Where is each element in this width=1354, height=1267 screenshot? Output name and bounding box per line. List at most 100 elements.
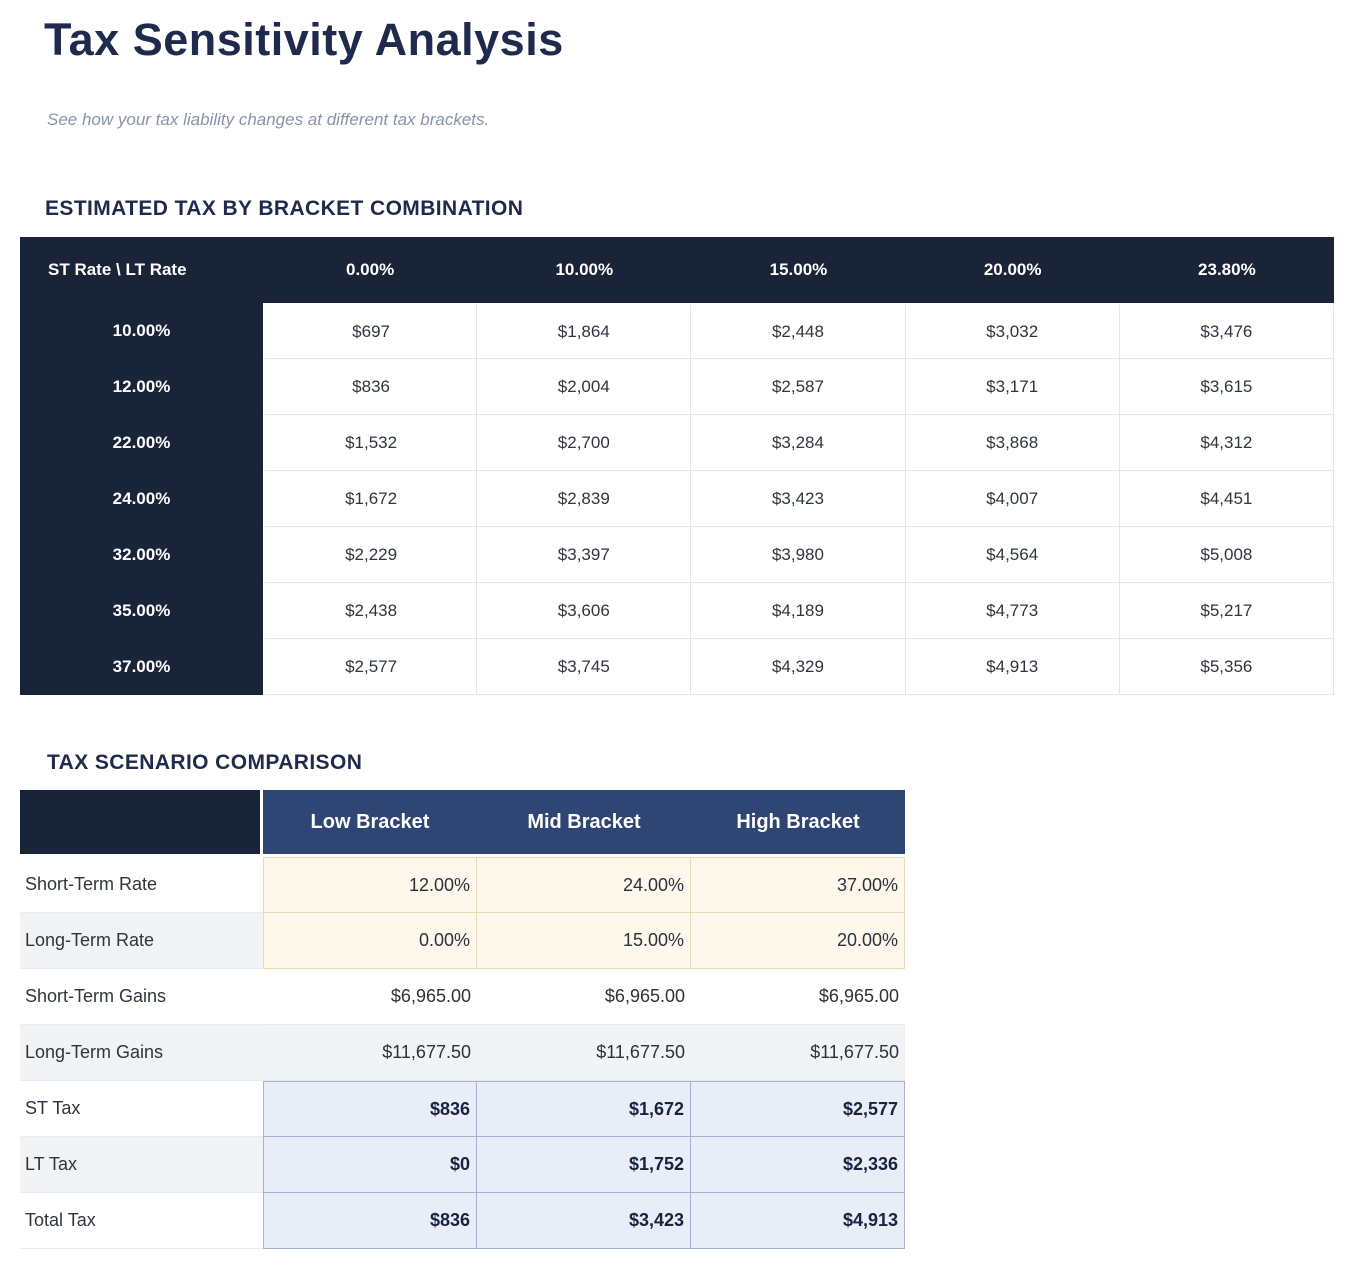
table-row: Long-Term Rate 0.00% 15.00% 20.00% (20, 913, 905, 969)
table-row: Short-Term Gains $6,965.00 $6,965.00 $6,… (20, 969, 905, 1025)
tax-estimate-cell: $3,615 (1119, 359, 1334, 415)
long-term-rate-input-cell[interactable]: 0.00% (263, 913, 477, 969)
tax-estimate-cell: $4,773 (905, 583, 1120, 639)
lt-tax-result-cell: $1,752 (477, 1137, 691, 1193)
matrix-corner-label: ST Rate \ LT Rate (20, 237, 263, 303)
tax-estimate-cell: $1,864 (477, 303, 692, 359)
tax-estimate-cell: $3,868 (905, 415, 1120, 471)
st-tax-result-cell: $1,672 (477, 1081, 691, 1137)
short-term-rate-input-cell[interactable]: 37.00% (691, 857, 905, 913)
tax-estimate-cell: $2,448 (691, 303, 906, 359)
table-row: 24.00% $1,672 $2,839 $3,423 $4,007 $4,45… (20, 471, 1334, 527)
row-label: LT Tax (20, 1137, 263, 1193)
tax-estimate-cell: $3,032 (905, 303, 1120, 359)
row-label: Total Tax (20, 1193, 263, 1249)
tax-estimate-cell: $3,745 (477, 639, 692, 695)
tax-estimate-cell: $4,312 (1119, 415, 1334, 471)
table-row: 32.00% $2,229 $3,397 $3,980 $4,564 $5,00… (20, 527, 1334, 583)
row-label: Short-Term Gains (20, 969, 263, 1025)
tax-estimate-cell: $4,007 (905, 471, 1120, 527)
short-term-gains-cell: $6,965.00 (263, 969, 477, 1025)
lt-rate-column-header: 10.00% (477, 237, 692, 303)
long-term-gains-cell: $11,677.50 (691, 1025, 905, 1081)
scenario-corner-cell (20, 790, 263, 857)
row-label: ST Tax (20, 1081, 263, 1137)
scenario-column-header-mid: Mid Bracket (477, 790, 691, 857)
row-label: Short-Term Rate (20, 857, 263, 913)
tax-estimate-cell: $4,451 (1119, 471, 1334, 527)
st-rate-row-header: 10.00% (20, 303, 263, 359)
long-term-gains-cell: $11,677.50 (263, 1025, 477, 1081)
short-term-rate-input-cell[interactable]: 12.00% (263, 857, 477, 913)
table-row: Long-Term Gains $11,677.50 $11,677.50 $1… (20, 1025, 905, 1081)
tax-estimate-cell: $697 (263, 303, 478, 359)
tax-estimate-cell: $3,284 (691, 415, 906, 471)
tax-estimate-cell: $836 (263, 359, 478, 415)
table-row: Total Tax $836 $3,423 $4,913 (20, 1193, 905, 1249)
tax-estimate-cell: $4,564 (905, 527, 1120, 583)
table-row: 37.00% $2,577 $3,745 $4,329 $4,913 $5,35… (20, 639, 1334, 695)
tax-estimate-cell: $5,217 (1119, 583, 1334, 639)
table-row: 35.00% $2,438 $3,606 $4,189 $4,773 $5,21… (20, 583, 1334, 639)
table-row: ST Tax $836 $1,672 $2,577 (20, 1081, 905, 1137)
scenario-table-heading: TAX SCENARIO COMPARISON (47, 751, 363, 774)
tax-estimate-cell: $4,913 (905, 639, 1120, 695)
tax-estimate-cell: $2,587 (691, 359, 906, 415)
tax-estimate-cell: $2,839 (477, 471, 692, 527)
tax-estimate-cell: $3,423 (691, 471, 906, 527)
row-label: Long-Term Gains (20, 1025, 263, 1081)
tax-estimate-cell: $2,229 (263, 527, 478, 583)
table-row: 22.00% $1,532 $2,700 $3,284 $3,868 $4,31… (20, 415, 1334, 471)
lt-rate-column-header: 20.00% (905, 237, 1120, 303)
scenario-header-row: Low Bracket Mid Bracket High Bracket (20, 790, 905, 857)
tax-estimate-cell: $2,577 (263, 639, 478, 695)
st-rate-row-header: 24.00% (20, 471, 263, 527)
total-tax-result-cell: $4,913 (691, 1193, 905, 1249)
page-subtitle: See how your tax liability changes at di… (47, 110, 490, 129)
lt-tax-result-cell: $0 (263, 1137, 477, 1193)
table-row: 12.00% $836 $2,004 $2,587 $3,171 $3,615 (20, 359, 1334, 415)
lt-rate-column-header: 0.00% (263, 237, 478, 303)
lt-rate-column-header: 15.00% (691, 237, 906, 303)
st-rate-row-header: 35.00% (20, 583, 263, 639)
table-row: 10.00% $697 $1,864 $2,448 $3,032 $3,476 (20, 303, 1334, 359)
tax-estimate-cell: $2,700 (477, 415, 692, 471)
tax-estimate-cell: $5,008 (1119, 527, 1334, 583)
total-tax-result-cell: $836 (263, 1193, 477, 1249)
tax-estimate-cell: $3,606 (477, 583, 692, 639)
scenario-column-header-high: High Bracket (691, 790, 905, 857)
bracket-table-heading: ESTIMATED TAX BY BRACKET COMBINATION (45, 197, 524, 220)
page-title: Tax Sensitivity Analysis (44, 14, 564, 65)
long-term-rate-input-cell[interactable]: 15.00% (477, 913, 691, 969)
tax-estimate-cell: $1,672 (263, 471, 478, 527)
row-label: Long-Term Rate (20, 913, 263, 969)
short-term-rate-input-cell[interactable]: 24.00% (477, 857, 691, 913)
scenario-comparison-table: Low Bracket Mid Bracket High Bracket Sho… (20, 790, 905, 1249)
st-rate-row-header: 37.00% (20, 639, 263, 695)
long-term-rate-input-cell[interactable]: 20.00% (691, 913, 905, 969)
tax-estimate-cell: $3,476 (1119, 303, 1334, 359)
tax-estimate-cell: $2,004 (477, 359, 692, 415)
st-tax-result-cell: $836 (263, 1081, 477, 1137)
table-row: LT Tax $0 $1,752 $2,336 (20, 1137, 905, 1193)
tax-estimate-cell: $3,980 (691, 527, 906, 583)
scenario-column-header-low: Low Bracket (263, 790, 477, 857)
st-tax-result-cell: $2,577 (691, 1081, 905, 1137)
lt-rate-column-header: 23.80% (1119, 237, 1334, 303)
short-term-gains-cell: $6,965.00 (477, 969, 691, 1025)
tax-estimate-cell: $2,438 (263, 583, 478, 639)
table-row: Short-Term Rate 12.00% 24.00% 37.00% (20, 857, 905, 913)
bracket-combination-table: ST Rate \ LT Rate 0.00% 10.00% 15.00% 20… (20, 237, 1334, 695)
lt-tax-result-cell: $2,336 (691, 1137, 905, 1193)
tax-estimate-cell: $3,171 (905, 359, 1120, 415)
short-term-gains-cell: $6,965.00 (691, 969, 905, 1025)
tax-estimate-cell: $1,532 (263, 415, 478, 471)
long-term-gains-cell: $11,677.50 (477, 1025, 691, 1081)
total-tax-result-cell: $3,423 (477, 1193, 691, 1249)
tax-estimate-cell: $4,189 (691, 583, 906, 639)
tax-estimate-cell: $3,397 (477, 527, 692, 583)
st-rate-row-header: 12.00% (20, 359, 263, 415)
st-rate-row-header: 32.00% (20, 527, 263, 583)
matrix-header-row: ST Rate \ LT Rate 0.00% 10.00% 15.00% 20… (20, 237, 1334, 303)
